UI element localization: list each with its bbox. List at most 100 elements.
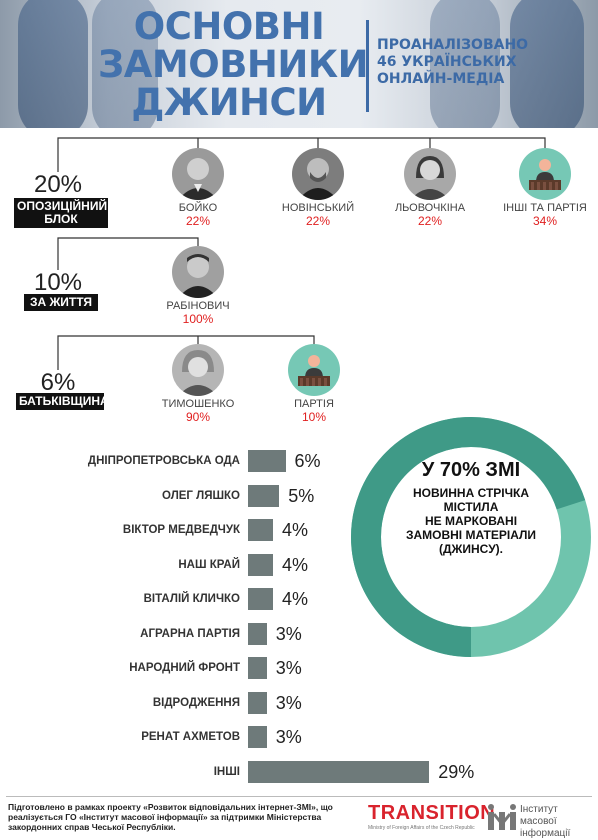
bar-value-label: 3% bbox=[275, 658, 302, 678]
photo-man-icon bbox=[172, 246, 224, 298]
bar-value-label: 4% bbox=[282, 520, 309, 540]
bar bbox=[248, 450, 286, 472]
donut-text-line: НЕ МАРКОВАНІ bbox=[424, 514, 518, 528]
subtitle-line: 46 УКРАЇНСЬКИХ bbox=[377, 54, 517, 70]
title-line: ДЖИНСИ bbox=[131, 81, 327, 124]
party-label-line: БАТЬКІВЩИНА bbox=[19, 394, 109, 408]
person-rabinovych: РАБІНОВИЧ 100% bbox=[143, 246, 253, 326]
bar-value-label: 29% bbox=[438, 761, 475, 782]
person-boyko: БОЙКО 22% bbox=[143, 148, 253, 228]
person-tymoshenko: ТИМОШЕНКО 90% bbox=[143, 344, 253, 424]
party-label-for-life: ЗА ЖИТТЯ bbox=[24, 294, 98, 311]
jeans-leg-decor bbox=[510, 0, 584, 128]
party-label-opposition-bloc: ОПОЗИЦІЙНИЙ БЛОК bbox=[14, 198, 108, 228]
person-name: ПАРТІЯ bbox=[294, 398, 334, 410]
imi-logo-line: Інститут масової bbox=[520, 804, 558, 827]
subtitle: ПРОАНАЛІЗОВАНО 46 УКРАЇНСЬКИХ ОНЛАЙН-МЕД… bbox=[377, 37, 587, 88]
bar bbox=[248, 553, 273, 576]
donut-text-line: НОВИННА СТРІЧКА bbox=[412, 486, 530, 500]
party-tree-lines bbox=[57, 137, 546, 370]
person-others-and-party: ІНШІ ТА ПАРТІЯ 34% bbox=[490, 148, 598, 228]
imi-logo-text: Інститут масової інформації bbox=[520, 804, 596, 840]
person-lovochkina: ЛЬОВОЧКІНА 22% bbox=[375, 148, 485, 228]
bar-value-label: 4% bbox=[282, 589, 309, 609]
donut-text-line: (ДЖИНСУ). bbox=[439, 542, 503, 556]
photo-woman-icon bbox=[404, 148, 456, 200]
person-share: 22% bbox=[305, 214, 331, 228]
jeans-leg-decor bbox=[92, 0, 158, 128]
person-share: 100% bbox=[182, 312, 214, 326]
bar bbox=[248, 726, 267, 748]
footer-divider bbox=[6, 796, 592, 797]
donut-text-line: ЗАМОВНІ МАТЕРІАЛИ bbox=[405, 528, 537, 542]
person-name: ЛЬОВОЧКІНА bbox=[394, 202, 466, 214]
bar-category-label: ВІТАЛІЙ КЛИЧКО bbox=[143, 593, 240, 605]
person-name: ІНШІ ТА ПАРТІЯ bbox=[503, 202, 587, 214]
bar-value-label: 3% bbox=[275, 623, 302, 644]
bar-category-label: ОЛЕГ ЛЯШКО bbox=[162, 489, 240, 502]
subtitle-line: ПРОАНАЛІЗОВАНО bbox=[377, 37, 529, 53]
party-label-batkivshchyna: БАТЬКІВЩИНА bbox=[16, 393, 109, 410]
bar bbox=[248, 657, 267, 679]
bar bbox=[248, 484, 280, 507]
bar bbox=[248, 519, 273, 541]
jeans-leg-decor bbox=[430, 0, 500, 128]
person-name: БОЙКО bbox=[178, 202, 218, 214]
person-name: НОВІНСЬКИЙ bbox=[281, 202, 355, 214]
party-label-line: ЗА ЖИТТЯ bbox=[29, 295, 93, 309]
speaker-podium-icon bbox=[288, 344, 340, 396]
person-share: 90% bbox=[185, 410, 211, 424]
party-label-line: БЛОК bbox=[44, 212, 78, 226]
donut-headline: У 70% ЗМІ bbox=[421, 459, 521, 481]
imi-logo-line: інформації bbox=[520, 828, 571, 839]
speaker-podium-icon bbox=[519, 148, 571, 200]
donut-value-arc bbox=[351, 417, 591, 657]
donut-text-line: МІСТИЛА bbox=[443, 500, 499, 514]
party-share: 20% bbox=[33, 171, 83, 198]
transition-logo: TRANSITION bbox=[368, 802, 496, 824]
bar-value-label: 5% bbox=[288, 485, 315, 506]
footer: Підготовлено в рамках проекту «Розвиток … bbox=[0, 796, 598, 840]
bar-category-label: НАШ КРАЙ bbox=[178, 558, 240, 571]
bar-value-label: 3% bbox=[275, 692, 302, 713]
party-share: 6% bbox=[40, 369, 76, 396]
bar bbox=[248, 760, 430, 783]
donut-text: НОВИННА СТРІЧКА МІСТИЛА НЕ МАРКОВАНІ ЗАМ… bbox=[398, 486, 544, 556]
person-novinsky: НОВІНСЬКИЙ 22% bbox=[263, 148, 373, 228]
photo-woman-icon bbox=[172, 344, 224, 396]
bar-value-label: 3% bbox=[275, 727, 302, 747]
imi-logo-icon bbox=[488, 804, 516, 830]
subtitle-line: ОНЛАЙН-МЕДІА bbox=[377, 71, 505, 87]
person-name: РАБІНОВИЧ bbox=[166, 300, 230, 312]
title-line: ЗАМОВНИКИ bbox=[98, 43, 369, 86]
bar-category-label: ВІДРОДЖЕННЯ bbox=[152, 696, 240, 709]
bar bbox=[248, 622, 267, 645]
bar-value-label: 4% bbox=[282, 554, 309, 575]
person-share: 22% bbox=[185, 214, 211, 228]
header-banner: ОСНОВНІ ЗАМОВНИКИ ДЖИНСИ ПРОАНАЛІЗОВАНО … bbox=[0, 0, 598, 128]
bar bbox=[248, 691, 267, 714]
page-title: ОСНОВНІ ЗАМОВНИКИ ДЖИНСИ bbox=[98, 5, 369, 124]
bar-category-label: ВІКТОР МЕДВЕДЧУК bbox=[122, 524, 240, 536]
footer-note: Підготовлено в рамках проекту «Розвиток … bbox=[8, 802, 333, 832]
person-name: ТИМОШЕНКО bbox=[161, 398, 235, 410]
jeans-leg-decor bbox=[18, 0, 88, 128]
title-line: ОСНОВНІ bbox=[133, 5, 325, 48]
title-divider bbox=[366, 20, 369, 112]
donut-chart bbox=[351, 417, 591, 657]
bar-value-label: 6% bbox=[294, 451, 321, 471]
bar-category-label: ІНШІ bbox=[213, 765, 240, 778]
party-label-line: ОПОЗИЦІЙНИЙ bbox=[17, 199, 108, 213]
person-share: 34% bbox=[532, 214, 558, 228]
transition-logo-subtitle: Ministry of Foreign Affairs of the Czech… bbox=[368, 825, 475, 831]
donut-caption: У 70% ЗМІ НОВИННА СТРІЧКА МІСТИЛА НЕ МАР… bbox=[398, 458, 544, 556]
bar-category-label: НАРОДНИЙ ФРОНТ bbox=[129, 662, 240, 674]
bar-category-label: ДНІПРОПЕТРОВСЬКА ОДА bbox=[87, 455, 240, 467]
photo-man-icon bbox=[172, 148, 224, 200]
bar-category-label: АГРАРНА ПАРТІЯ bbox=[140, 627, 240, 640]
bar-category-label: РЕНАТ АХМЕТОВ bbox=[141, 731, 240, 743]
party-share: 10% bbox=[33, 269, 83, 296]
person-share: 10% bbox=[301, 410, 327, 424]
person-party: ПАРТІЯ 10% bbox=[259, 344, 369, 424]
photo-man-icon bbox=[292, 148, 344, 200]
